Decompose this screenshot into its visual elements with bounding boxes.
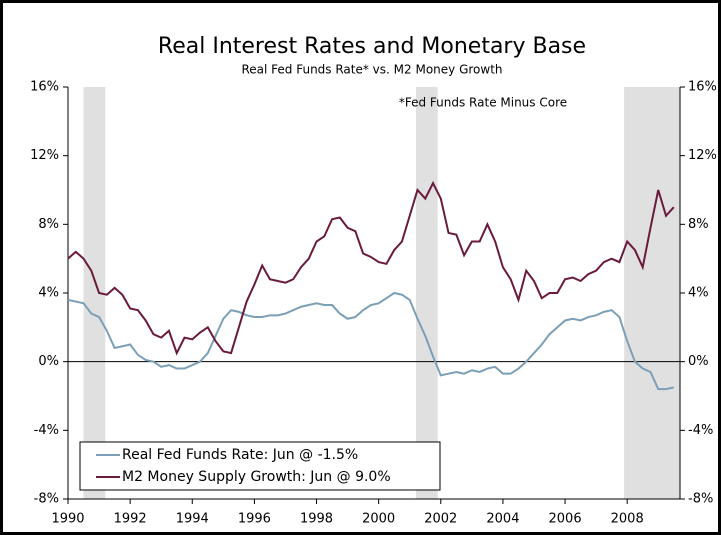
x-tick-label: 1996 [238,512,271,527]
x-tick-label: 2004 [486,512,519,527]
series-line [67,291,675,391]
y2-tick-label: 16% [688,80,717,95]
recession-band [624,87,680,499]
legend-label: Real Fed Funds Rate: Jun @ -1.5% [122,447,358,463]
annotation: *Fed Funds Rate Minus Core [399,96,567,110]
y-tick-label: 16% [30,80,59,95]
y-tick-label: 4% [38,286,59,301]
x-tick-label: 1990 [51,512,84,527]
y2-tick-label: -4% [688,423,713,438]
chart-title: Real Interest Rates and Monetary Base [158,34,586,59]
y2-tick-label: 4% [688,286,709,301]
y-tick-label: 12% [30,148,59,163]
recession-band [83,87,106,499]
legend-label: M2 Money Supply Growth: Jun @ 9.0% [122,469,391,485]
x-tick-label: 2000 [362,512,395,527]
y2-tick-label: 0% [688,354,709,369]
y-tick-label: 8% [38,217,59,232]
y-tick-label: 0% [38,354,59,369]
x-tick-label: 1992 [114,512,147,527]
series-line [67,180,675,356]
y2-tick-label: 8% [688,217,709,232]
y2-tick-label: 12% [688,148,717,163]
x-tick-label: 2008 [611,512,644,527]
x-tick-label: 1998 [300,512,333,527]
x-tick-label: 2006 [549,512,582,527]
legend-box [79,441,441,491]
y-tick-label: -8% [34,492,59,507]
y2-tick-label: -8% [688,492,713,507]
recession-band [415,87,438,499]
y-tick-label: -4% [34,423,59,438]
chart-subtitle: Real Fed Funds Rate* vs. M2 Money Growth [241,63,502,77]
x-tick-label: 2002 [424,512,457,527]
x-tick-label: 1994 [176,512,209,527]
